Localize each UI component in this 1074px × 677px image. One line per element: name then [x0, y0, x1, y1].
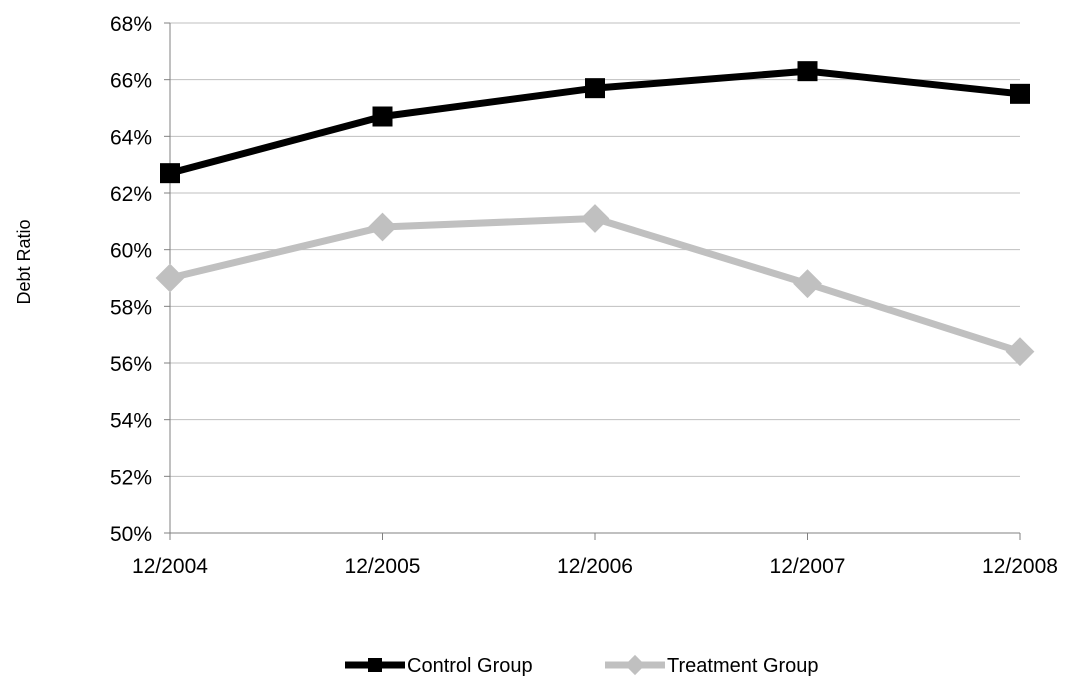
data-point-marker [368, 658, 382, 672]
x-tick-label: 12/2005 [345, 555, 421, 578]
y-tick-label: 60% [110, 240, 152, 263]
gridlines [170, 22, 1020, 534]
data-point-marker [585, 78, 605, 99]
y-tick-label: 52% [110, 466, 152, 489]
data-point-marker [1010, 83, 1030, 104]
legend-label: Control Group [407, 655, 533, 677]
y-axis-title: Debt Ratio [14, 219, 34, 304]
series-group [155, 61, 1035, 367]
legend-item: Treatment Group [605, 654, 819, 677]
data-point-marker [797, 61, 818, 82]
series-control-group [160, 61, 1030, 184]
x-tick-label: 12/2006 [557, 555, 633, 578]
series-treatment-group [155, 204, 1035, 367]
y-tick-label: 54% [110, 410, 152, 433]
x-tick-labels: 12/2004 12/2005 12/2006 12/2007 12/2008 [132, 555, 1058, 578]
data-point-marker [155, 263, 185, 293]
legend: Control Group Treatment Group [345, 654, 819, 677]
data-point-marker [1005, 337, 1035, 367]
data-point-marker [793, 269, 822, 299]
y-tick-labels: 50% 52% 54% 56% 58% 60% 62% 64% 66% 68% [110, 13, 152, 546]
y-tick-label: 62% [110, 183, 152, 206]
legend-item: Control Group [345, 655, 533, 677]
data-point-marker [368, 212, 397, 242]
y-tick-label: 66% [110, 70, 152, 93]
x-tick-label: 12/2008 [982, 555, 1058, 578]
axes [164, 22, 1021, 540]
series-line [169, 215, 1022, 356]
x-tick-label: 12/2004 [132, 555, 208, 578]
y-tick-label: 68% [110, 13, 152, 36]
data-point-marker [580, 204, 610, 233]
data-point-marker [624, 654, 646, 676]
x-tick-label: 12/2007 [770, 555, 846, 578]
data-point-marker [372, 106, 393, 127]
y-tick-label: 50% [110, 523, 152, 546]
y-tick-label: 58% [110, 296, 152, 319]
y-tick-label: 64% [110, 126, 152, 149]
data-point-marker [160, 163, 180, 184]
legend-label: Treatment Group [667, 655, 819, 677]
y-tick-label: 56% [110, 353, 152, 376]
